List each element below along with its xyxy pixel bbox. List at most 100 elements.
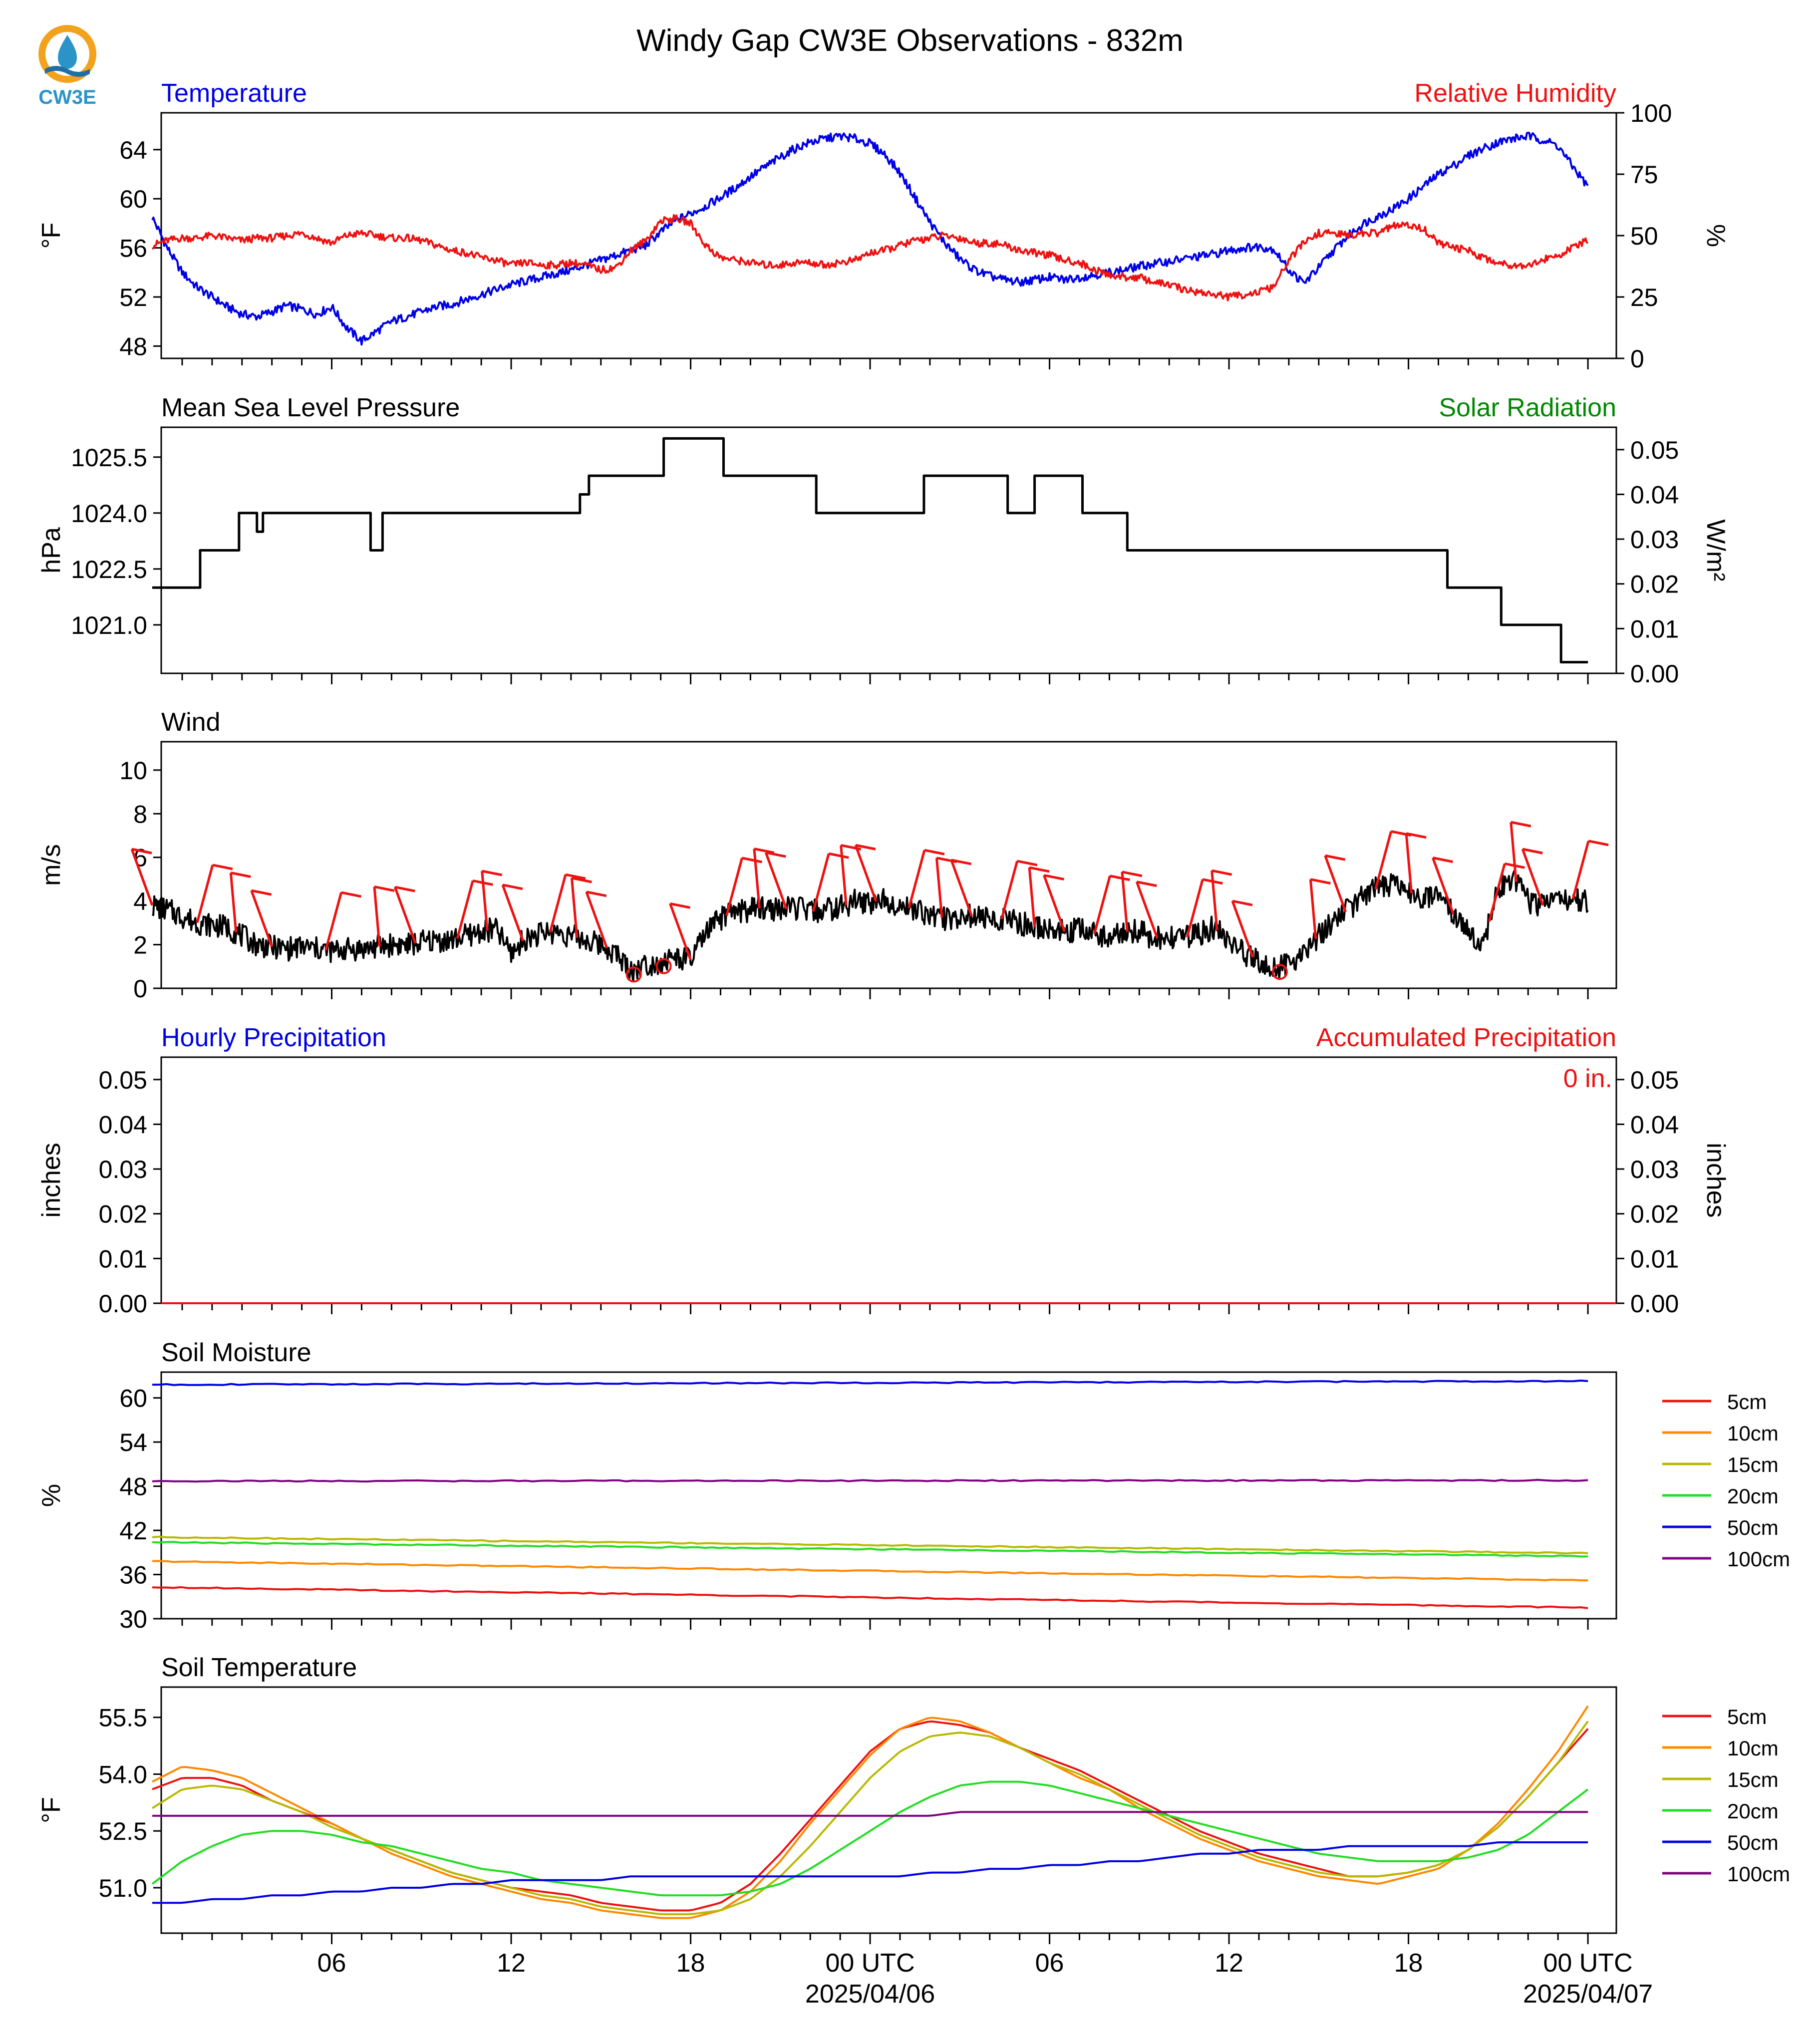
wind-barb-staff (1405, 833, 1413, 893)
wind-barb-flag (1029, 866, 1050, 873)
y-tick-label-1-left: 52 (119, 284, 147, 311)
y-tick-label-1-right: 25 (1630, 284, 1658, 311)
wind-barb-21 (854, 844, 878, 902)
soil-moisture-100cm-line (152, 1478, 1588, 1483)
wind-barb-12 (585, 890, 608, 949)
panel-frame-2 (160, 426, 1617, 674)
panel-title-left-5: Soil Moisture (161, 1338, 311, 1367)
y-tick-label-5-left: 48 (119, 1473, 147, 1501)
wind-barb-flag (586, 890, 607, 897)
y-tick-label-5-left: 30 (119, 1605, 147, 1633)
wind-barb-flag (951, 859, 972, 866)
logo-text: CW3E (38, 86, 96, 108)
wind-barb-33 (1231, 899, 1254, 958)
wind-barb-flag (1232, 899, 1253, 906)
y-axis-label-4-left: inches (37, 1143, 66, 1217)
wind-barb-41 (1510, 821, 1531, 882)
wind-barb-staff (908, 850, 926, 908)
y-tick-label-1-left: 48 (119, 332, 147, 360)
wind-barb-flag (924, 849, 945, 856)
y-tick-label-2-left: 1025.5 (71, 444, 147, 472)
soil-moisture-5cm-line (152, 1586, 1588, 1609)
y-tick-label-4-left: 0.01 (99, 1245, 147, 1273)
soil-moisture-legend-label-50cm: 50cm (1727, 1516, 1779, 1539)
y-tick-label-5-left: 42 (119, 1517, 147, 1545)
soil-temperature-legend-label-50cm: 50cm (1727, 1831, 1779, 1854)
y-axis-label-1-left: °F (37, 223, 66, 249)
wind-barb-flag (131, 848, 152, 855)
wind-barb-24 (950, 859, 973, 917)
wind-barb-18 (764, 851, 788, 909)
wind-barb-calm-14 (655, 958, 672, 974)
y-tick-label-2-left: 1021.0 (71, 611, 147, 639)
wind-barb-staff (196, 865, 214, 923)
wind-barb-flag (230, 871, 251, 878)
wind-barb-1 (196, 864, 233, 923)
soil-temperature-legend-label-10cm: 10cm (1727, 1737, 1779, 1760)
wind-barb-staff (1186, 879, 1204, 938)
panel-title-left-4: Hourly Precipitation (161, 1023, 386, 1052)
y-tick-label-1-left: 64 (119, 136, 147, 164)
wind-barb-staff (1211, 870, 1218, 930)
date-label-2: 2025/04/07 (1523, 1980, 1653, 2009)
wind-barb-staff (1571, 841, 1590, 899)
wind-barb-flag (571, 876, 592, 883)
soil-moisture-20cm-line (152, 1541, 1588, 1558)
wind-barb-flag (1588, 840, 1609, 847)
series-temperature-line (151, 131, 1589, 346)
soil-temperature-15cm-line (151, 1721, 1589, 1916)
soil-temperature-legend-label-20cm: 20cm (1727, 1799, 1779, 1823)
y-tick-label-6-left: 55.5 (99, 1704, 147, 1732)
y-axis-label-1-right: % (1701, 224, 1730, 247)
panel-title-left-1: Temperature (161, 79, 307, 108)
y-tick-label-2-right: 0.00 (1630, 660, 1679, 688)
soil-temperature-legend-label-5cm: 5cm (1727, 1705, 1767, 1729)
wind-barb-flag (482, 869, 503, 876)
wind-barb-staff (840, 845, 848, 905)
y-tick-label-6-left: 52.5 (99, 1817, 147, 1845)
y-tick-label-2-right: 0.05 (1630, 436, 1679, 464)
soil-temperature-20cm-line (151, 1780, 1589, 1897)
logo-drop-icon (58, 35, 77, 69)
wind-barb-flag (1310, 878, 1331, 885)
wind-barb-staff (585, 891, 608, 949)
wind-barb-staff (1093, 875, 1111, 934)
wind-barb-27 (1043, 874, 1066, 932)
wind-barb-flag (565, 873, 586, 880)
wind-barb-flag (1325, 854, 1346, 861)
wind-barb-staff (1521, 849, 1544, 906)
wind-barb-calm-13 (625, 966, 642, 983)
x-tick-label-42: 18 (1394, 1949, 1423, 1978)
y-tick-label-1-right: 100 (1630, 99, 1672, 127)
y-tick-label-4-right: 0.05 (1630, 1066, 1679, 1094)
wind-barb-flag (765, 851, 786, 858)
wind-barb-staff (570, 877, 579, 938)
wind-barb-staff (753, 849, 761, 909)
y-tick-label-2-right: 0.04 (1630, 481, 1679, 509)
y-tick-label-1-right: 50 (1630, 222, 1658, 250)
wind-barb-2 (229, 871, 251, 933)
x-tick-label-24: 00 UTC (825, 1949, 914, 1978)
x-tick-label-6: 06 (317, 1949, 346, 1978)
wind-barb-17 (753, 848, 775, 909)
wind-barb-staff (1231, 900, 1254, 958)
date-label-1: 2025/04/06 (805, 1980, 935, 2009)
y-tick-label-2-right: 0.02 (1630, 571, 1679, 598)
wind-barb-flag (742, 857, 762, 864)
panel-title-right-1: Relative Humidity (1414, 79, 1616, 108)
wind-barb-staff (229, 872, 238, 933)
y-tick-label-2-left: 1024.0 (71, 500, 147, 528)
wind-barb-flag (828, 852, 849, 859)
soil-moisture-10cm-line (152, 1560, 1588, 1582)
y-tick-label-5-left: 60 (119, 1385, 147, 1413)
y-tick-label-1-right: 0 (1630, 345, 1644, 373)
wind-barb-staff (764, 852, 788, 909)
y-tick-label-6-left: 51.0 (99, 1874, 147, 1902)
y-axis-label-5-left: % (37, 1484, 66, 1507)
wind-barb-28 (1093, 874, 1130, 934)
wind-barb-staff (1510, 822, 1517, 882)
wind-barb-29 (1121, 870, 1143, 932)
x-tick-label-12: 12 (497, 1949, 526, 1978)
soil-temperature-legend-label-15cm: 15cm (1727, 1768, 1779, 1791)
